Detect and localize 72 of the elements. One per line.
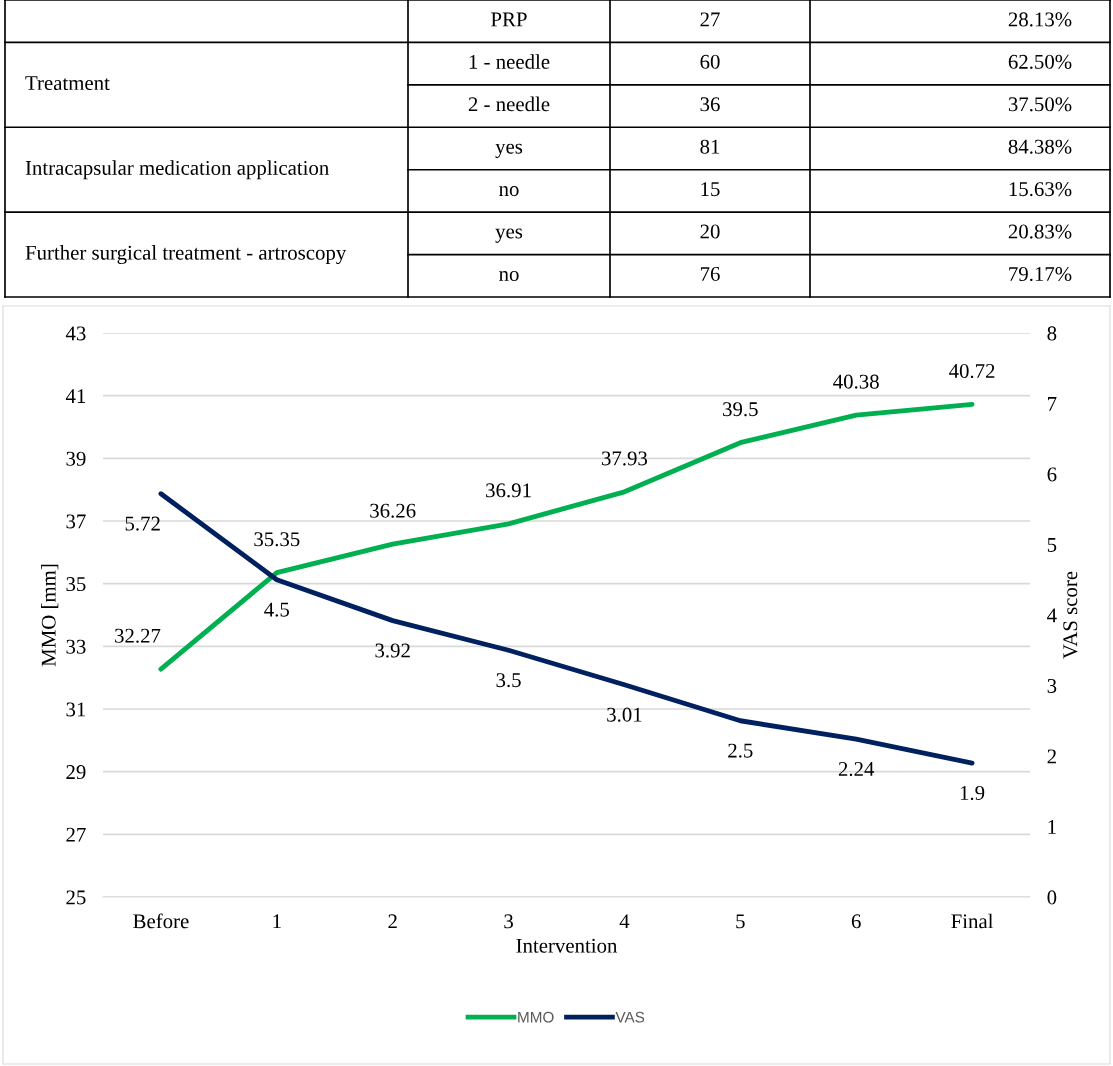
category-label: 2 - needle <box>468 96 550 112</box>
y-axis-title: MMO [mm] <box>41 564 59 667</box>
text: 15.63% <box>1009 182 1072 197</box>
text: 27 <box>700 12 720 27</box>
text: Treatment <box>25 76 110 91</box>
y2-tick-label: 5 <box>1047 538 1057 552</box>
y-tick-label: 43 <box>65 326 86 341</box>
text: 76 <box>700 267 720 281</box>
data-label: 36.26 <box>370 503 416 518</box>
data-label: 1.9 <box>960 785 985 801</box>
data-label: 2.24 <box>838 761 875 777</box>
category-label: no <box>499 186 519 197</box>
legend-label: MMO <box>518 1011 554 1023</box>
y2-axis-title: VAS score <box>1063 571 1078 659</box>
text: 37.50% <box>1008 97 1072 112</box>
data-label: 37.93 <box>602 451 648 466</box>
text: 15 <box>701 182 720 197</box>
data-label: 39.5 <box>723 402 758 417</box>
y2-tick-label: 4 <box>1047 608 1057 623</box>
x-tick-label: Final <box>951 913 994 929</box>
data-label: 3.01 <box>607 707 642 722</box>
y2-tick-label: 8 <box>1047 326 1057 341</box>
x-tick-label: 1 <box>273 914 281 929</box>
data-label: 2.5 <box>728 743 753 758</box>
text: 36 <box>700 97 720 112</box>
category-label: no <box>499 270 519 281</box>
text: 62.50% <box>1008 54 1072 69</box>
text: Further surgical treatment - artroscopy <box>25 245 347 265</box>
x-tick-label: 3 <box>504 914 513 929</box>
x-tick-label: Before <box>133 913 189 929</box>
text: 28.13% <box>1008 12 1072 27</box>
data-label: 32.27 <box>115 628 161 643</box>
y-tick-label: 29 <box>66 765 86 780</box>
y-tick-label: 31 <box>66 702 86 717</box>
data-label: 5.72 <box>125 516 160 531</box>
y2-tick-label: 3 <box>1047 678 1057 693</box>
category-label: yes <box>495 143 523 158</box>
text: 81 <box>700 139 720 154</box>
y2-tick-label: 6 <box>1047 467 1057 482</box>
text: 20 <box>700 224 720 239</box>
data-label: 40.38 <box>833 374 879 389</box>
y-tick-label: 25 <box>66 890 86 905</box>
text: 79.17% <box>1009 266 1072 282</box>
y-tick-label: 37 <box>66 514 86 529</box>
y-tick-label: 35 <box>66 577 86 592</box>
category-label: 1 - needle <box>469 54 550 69</box>
data-label: 40.72 <box>949 363 995 379</box>
data-label: 36.91 <box>486 483 531 498</box>
x-tick-label: 6 <box>851 914 861 929</box>
x-axis-title: Intervention <box>516 938 618 953</box>
data-label: 3.5 <box>496 673 521 688</box>
text: 60 <box>700 54 720 69</box>
y-tick-label: 33 <box>66 639 86 654</box>
data-label: 35.35 <box>254 532 300 547</box>
y-tick-label: 27 <box>66 827 86 842</box>
category-label: PRP <box>491 12 527 27</box>
x-tick-label: 5 <box>736 914 745 929</box>
y2-tick-label: 7 <box>1048 397 1057 411</box>
text: 84.38% <box>1008 139 1072 154</box>
text: Intracapsular medication application <box>25 160 329 180</box>
x-tick-label: 4 <box>619 914 630 929</box>
legend-label: VAS <box>615 1011 645 1023</box>
data-label: 4.5 <box>264 602 290 617</box>
y2-tick-label: 1 <box>1048 819 1056 834</box>
y2-tick-label: 0 <box>1047 890 1057 905</box>
y2-tick-label: 2 <box>1047 749 1056 764</box>
y-tick-label: 41 <box>65 389 86 403</box>
y-tick-label: 39 <box>66 451 86 466</box>
category-label: yes <box>495 228 523 243</box>
text: 20.83% <box>1008 224 1072 239</box>
x-tick-label: 2 <box>388 914 397 929</box>
data-label: 3.92 <box>375 643 410 658</box>
